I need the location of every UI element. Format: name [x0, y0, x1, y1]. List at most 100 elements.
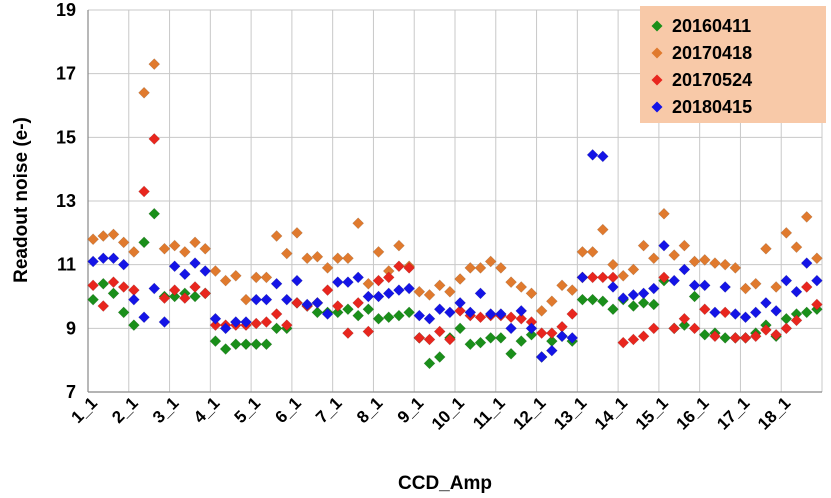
data-point — [331, 300, 344, 312]
data-point — [342, 276, 354, 289]
data-point — [413, 309, 426, 322]
data-point — [250, 293, 263, 306]
data-point — [423, 333, 436, 346]
data-point — [556, 279, 568, 292]
data-point — [709, 257, 721, 269]
data-point — [229, 269, 242, 282]
data-point — [596, 295, 609, 308]
data-point — [87, 293, 100, 306]
legend: 20160411 20170418 20170524 20180415 — [640, 6, 826, 123]
x-tick-label: 8_1 — [353, 393, 386, 426]
data-point — [668, 274, 681, 287]
data-point — [658, 207, 670, 220]
data-point — [810, 298, 823, 311]
data-point — [790, 241, 803, 254]
data-point — [301, 252, 314, 265]
y-tick-label: 15 — [56, 127, 76, 147]
data-point — [423, 288, 436, 301]
data-point — [668, 322, 681, 335]
data-point — [117, 281, 130, 293]
data-point — [240, 316, 252, 328]
data-point — [627, 288, 640, 301]
data-point — [535, 304, 548, 317]
data-point — [596, 271, 609, 284]
y-tick-label: 17 — [56, 64, 76, 84]
data-point — [260, 338, 273, 351]
data-point — [148, 133, 161, 145]
data-point — [270, 322, 283, 335]
data-point — [148, 282, 161, 295]
x-tick-label: 10_1 — [428, 393, 468, 433]
x-tick-label: 7_1 — [312, 393, 345, 426]
data-point — [770, 281, 783, 293]
y-tick-label: 13 — [56, 191, 76, 211]
data-point — [515, 312, 528, 325]
data-point — [158, 242, 171, 255]
data-point — [780, 322, 793, 335]
data-point — [505, 347, 517, 360]
data-point — [433, 351, 446, 363]
data-point — [647, 322, 660, 335]
data-point — [148, 58, 161, 71]
data-point — [637, 239, 650, 252]
data-point — [382, 287, 395, 300]
data-point — [607, 303, 619, 316]
data-point — [443, 333, 456, 346]
x-tick-label: 5_1 — [231, 393, 264, 426]
x-tick-label: 6_1 — [271, 393, 304, 426]
data-point — [790, 314, 803, 327]
data-point — [566, 284, 579, 297]
x-tick-label: 16_1 — [673, 393, 713, 433]
data-point — [403, 261, 416, 274]
data-point — [576, 246, 589, 258]
data-point — [617, 269, 630, 282]
legend-marker — [651, 74, 663, 86]
data-point — [647, 252, 660, 265]
data-point — [780, 226, 793, 239]
data-point — [189, 257, 201, 269]
data-point — [107, 252, 120, 265]
data-point — [138, 86, 150, 99]
data-point — [301, 298, 314, 311]
data-point — [770, 304, 783, 317]
data-point — [158, 292, 171, 305]
data-point — [199, 242, 212, 255]
data-point — [178, 292, 191, 305]
data-point — [698, 328, 711, 341]
data-point — [372, 312, 385, 325]
data-point — [321, 284, 334, 297]
data-point — [688, 279, 701, 292]
data-point — [270, 308, 283, 320]
data-point — [240, 338, 252, 351]
data-point — [494, 308, 507, 320]
data-point — [790, 285, 803, 298]
axes — [87, 10, 822, 393]
legend-marker — [651, 101, 663, 113]
data-point — [127, 246, 140, 258]
data-point — [291, 226, 303, 239]
data-point — [189, 290, 201, 303]
data-point — [617, 336, 630, 349]
data-point — [403, 282, 416, 295]
data-point — [342, 327, 354, 340]
data-point — [810, 274, 823, 287]
data-point — [107, 228, 120, 241]
data-point — [178, 246, 191, 258]
y-tick-label: 7 — [66, 382, 76, 402]
data-point — [627, 263, 640, 276]
data-point — [117, 236, 130, 249]
x-tick-label: 4_1 — [190, 393, 223, 426]
data-point — [576, 271, 589, 284]
data-point — [505, 322, 517, 335]
data-point — [800, 281, 813, 293]
data-point — [97, 230, 110, 242]
data-point — [525, 287, 538, 300]
legend-box — [640, 6, 826, 123]
data-point — [566, 331, 579, 344]
data-point — [229, 316, 242, 328]
data-point — [138, 185, 150, 198]
series-20180415 — [87, 148, 823, 363]
legend-label: 20170524 — [672, 70, 752, 90]
data-point — [433, 325, 446, 338]
data-point — [586, 148, 599, 161]
